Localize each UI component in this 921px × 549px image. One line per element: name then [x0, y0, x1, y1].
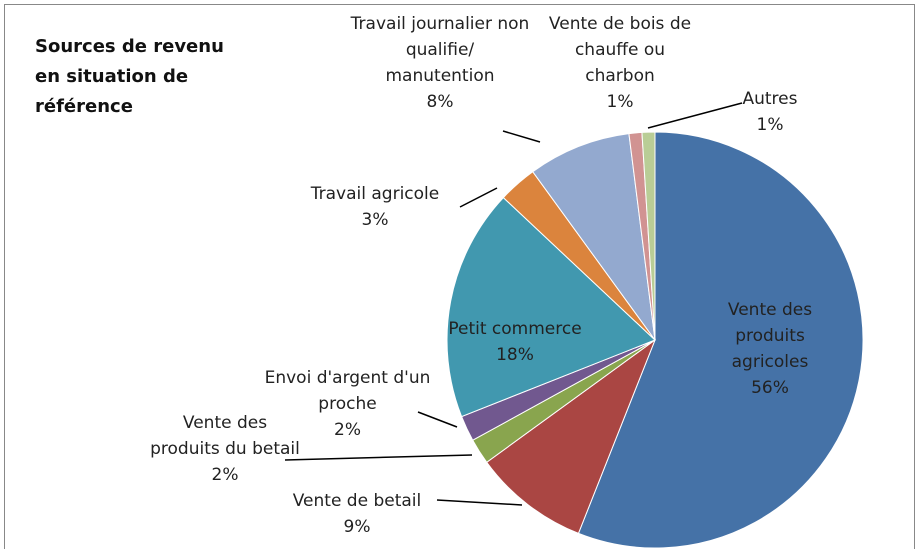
slice-name: Vente des produits agricoles	[727, 300, 813, 372]
slice-value: 9%	[343, 517, 371, 537]
slice-name: Autres	[742, 89, 798, 109]
slice-name: Travail journalier non qualifie/ manuten…	[350, 14, 530, 86]
slice-label: Autres 1%	[720, 86, 820, 138]
slice-value: 2%	[211, 465, 239, 485]
slice-label: Vente des produits agricoles 56%	[700, 297, 840, 401]
pie-slice	[532, 133, 656, 341]
pie-slice	[577, 131, 864, 549]
chart-title: Sources de revenu en situation de référe…	[35, 36, 224, 117]
slice-name: Vente de bois de chauffe ou charbon	[548, 14, 692, 86]
leader-line	[459, 187, 498, 208]
slice-label: Vente de bois de chauffe ou charbon 1%	[540, 11, 700, 115]
leader-line	[284, 454, 473, 461]
leader-line	[502, 130, 541, 143]
slice-name: Vente des produits du betail	[150, 413, 300, 459]
slice-value: 2%	[334, 420, 361, 440]
slice-label: Travail agricole 3%	[280, 181, 470, 233]
slice-name: Travail agricole	[310, 184, 440, 204]
slice-value: 18%	[496, 345, 534, 365]
slice-name: Envoi d'argent d'un proche	[264, 368, 431, 414]
slice-label: Travail journalier non qualifie/ manuten…	[350, 11, 530, 115]
pie-slice	[641, 131, 656, 341]
leader-line	[647, 102, 743, 129]
pie-slice	[446, 196, 656, 418]
slice-name: Petit commerce	[448, 319, 582, 339]
leader-line	[417, 411, 458, 428]
slice-value: 3%	[361, 210, 389, 230]
slice-value: 56%	[751, 378, 789, 398]
slice-value: 8%	[426, 92, 454, 112]
pie-slice	[486, 338, 657, 535]
slice-label: Envoi d'argent d'un proche 2%	[255, 365, 440, 443]
leader-line	[436, 499, 523, 506]
slice-name: Vente de betail	[292, 491, 422, 511]
slice-value: 1%	[756, 115, 784, 135]
slice-label: Vente des produits du betail 2%	[150, 410, 300, 488]
slice-label: Vente de betail 9%	[277, 488, 437, 540]
chart-frame	[4, 4, 915, 549]
slice-value: 1%	[606, 92, 634, 112]
slice-label: Petit commerce 18%	[440, 316, 590, 368]
